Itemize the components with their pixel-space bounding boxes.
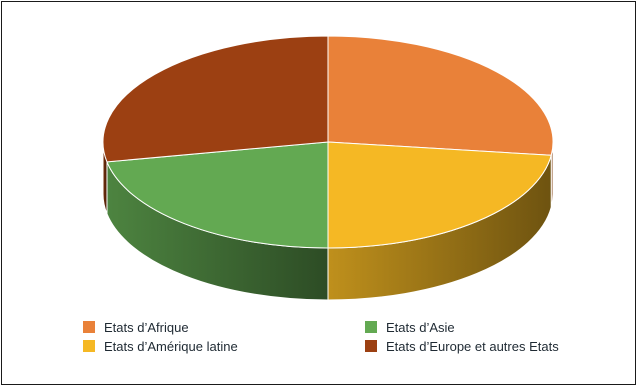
pie-slice-etats-d-europe-et-autres-etats [102,35,329,163]
legend-item-asie: Etats d’Asie [365,319,455,335]
legend-swatch-europe [365,340,377,352]
legend-item-amerique-latine: Etats d’Amérique latine [83,338,238,354]
legend-swatch-afrique [83,321,95,333]
pie-slice-etats-d-amerique-latine [327,141,552,249]
pie-slice-etats-d-asie [106,141,329,249]
legend-label-afrique: Etats d’Afrique [104,319,189,335]
legend-swatch-asie [365,321,377,333]
legend-item-afrique: Etats d’Afrique [83,319,189,335]
legend-swatch-amerique-latine [83,340,95,352]
legend-label-europe: Etats d’Europe et autres Etats [386,338,559,354]
legend-item-europe: Etats d’Europe et autres Etats [365,338,559,354]
legend-label-amerique-latine: Etats d’Amérique latine [104,338,238,354]
legend-label-asie: Etats d’Asie [386,319,455,335]
pie-slice-etats-d-afrique [327,35,554,156]
